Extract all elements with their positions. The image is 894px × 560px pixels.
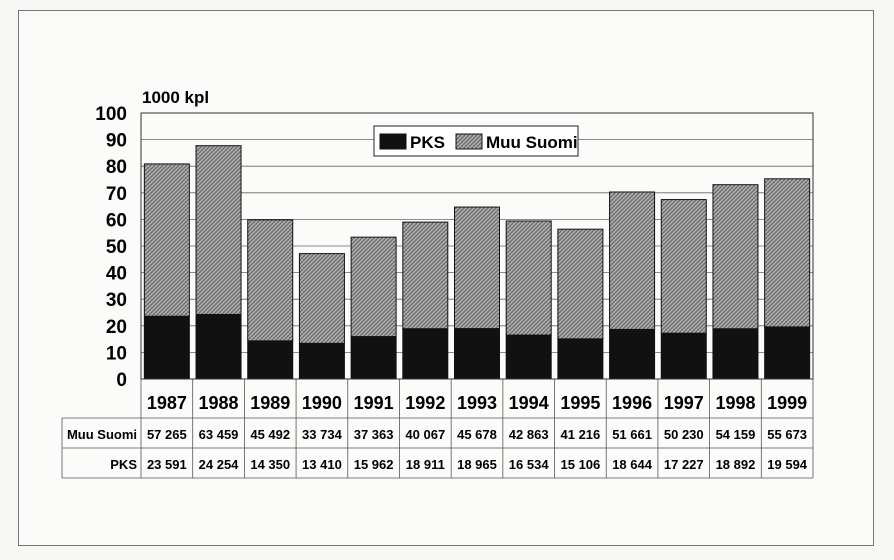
bar-muu-suomi-1988 bbox=[195, 145, 242, 315]
table-cell: 63 459 bbox=[199, 427, 239, 442]
table-row-header: Muu Suomi bbox=[67, 427, 137, 442]
legend-swatch-pks bbox=[379, 133, 407, 150]
x-category-label: 1994 bbox=[509, 393, 549, 413]
table-cell: 24 254 bbox=[199, 457, 240, 472]
legend-swatch-muu-suomi bbox=[455, 133, 483, 150]
bar-muu-suomi-1999 bbox=[764, 178, 811, 328]
bar-muu-suomi-1993 bbox=[454, 206, 500, 330]
table-cell: 15 106 bbox=[561, 457, 601, 472]
bar-muu-suomi-1990 bbox=[298, 253, 345, 344]
table-cell: 37 363 bbox=[354, 427, 394, 442]
table-cell: 15 962 bbox=[354, 457, 394, 472]
table-cell: 55 673 bbox=[767, 427, 807, 442]
legend-label-pks: PKS bbox=[410, 133, 445, 152]
x-category-label: 1993 bbox=[457, 393, 497, 413]
x-category-label: 1998 bbox=[715, 393, 755, 413]
table-cell: 16 534 bbox=[509, 457, 550, 472]
x-category-label: 1990 bbox=[302, 393, 342, 413]
bar-pks-1992 bbox=[402, 328, 449, 380]
y-tick-label: 50 bbox=[106, 237, 127, 258]
bar-pks-1999 bbox=[764, 326, 811, 380]
bar-pks-1991 bbox=[350, 336, 397, 380]
table-cell: 13 410 bbox=[302, 457, 342, 472]
y-tick-label: 30 bbox=[106, 290, 127, 311]
table-cell: 23 591 bbox=[147, 457, 187, 472]
table-cell: 45 492 bbox=[250, 427, 290, 442]
bar-pks-1987 bbox=[143, 315, 190, 380]
table-cell: 57 265 bbox=[147, 427, 187, 442]
y-tick-label: 20 bbox=[106, 317, 127, 338]
bar-pks-1995 bbox=[557, 338, 604, 380]
table-cell: 19 594 bbox=[767, 457, 808, 472]
x-category-label: 1992 bbox=[405, 393, 445, 413]
bar-pks-1994 bbox=[505, 334, 552, 380]
bar-pks-1988 bbox=[195, 313, 242, 380]
x-category-label: 1991 bbox=[354, 393, 394, 413]
y-tick-label: 60 bbox=[106, 210, 127, 231]
table-cell: 33 734 bbox=[302, 427, 343, 442]
y-tick-label: 40 bbox=[106, 264, 127, 285]
bar-muu-suomi-1989 bbox=[247, 219, 294, 342]
bar-muu-suomi-1996 bbox=[609, 191, 656, 330]
x-category-label: 1999 bbox=[767, 393, 807, 413]
y-tick-label: 90 bbox=[106, 131, 127, 152]
bar-muu-suomi-1995 bbox=[557, 228, 604, 340]
bar-pks-1993 bbox=[454, 328, 500, 380]
bar-muu-suomi-1991 bbox=[350, 236, 397, 338]
table-cell: 42 863 bbox=[509, 427, 549, 442]
table-cell: 17 227 bbox=[664, 457, 704, 472]
bar-pks-1996 bbox=[609, 328, 656, 380]
x-category-label: 1995 bbox=[560, 393, 600, 413]
table-cell: 50 230 bbox=[664, 427, 704, 442]
bar-pks-1997 bbox=[660, 332, 707, 380]
table-cell: 54 159 bbox=[716, 427, 756, 442]
table-row-header: PKS bbox=[110, 457, 137, 472]
bar-muu-suomi-1987 bbox=[143, 163, 190, 317]
y-unit-label: 1000 kpl bbox=[142, 88, 209, 107]
bar-muu-suomi-1992 bbox=[402, 221, 449, 330]
table-cell: 18 644 bbox=[612, 457, 653, 472]
bar-pks-1990 bbox=[298, 342, 345, 380]
legend-label-muu-suomi: Muu Suomi bbox=[486, 133, 578, 152]
x-category-label: 1988 bbox=[199, 393, 239, 413]
table-cell: 14 350 bbox=[250, 457, 290, 472]
bar-muu-suomi-1997 bbox=[660, 199, 707, 334]
x-category-label: 1996 bbox=[612, 393, 652, 413]
table-cell: 18 911 bbox=[406, 457, 445, 472]
bar-pks-1998 bbox=[712, 328, 759, 380]
x-category-label: 1989 bbox=[250, 393, 290, 413]
bar-muu-suomi-1994 bbox=[505, 220, 552, 336]
y-tick-label: 10 bbox=[106, 343, 127, 364]
plot-border bbox=[140, 112, 814, 380]
table-cell: 51 661 bbox=[612, 427, 652, 442]
bar-pks-1989 bbox=[247, 340, 294, 380]
y-tick-label: 100 bbox=[95, 104, 127, 125]
y-tick-label: 70 bbox=[106, 184, 127, 205]
table-cell: 18 965 bbox=[457, 457, 497, 472]
table-cell: 41 216 bbox=[561, 427, 601, 442]
table-cell: 40 067 bbox=[405, 427, 445, 442]
table-cell: 18 892 bbox=[716, 457, 756, 472]
bar-muu-suomi-1998 bbox=[712, 184, 759, 330]
x-category-label: 1997 bbox=[664, 393, 704, 413]
x-category-label: 1987 bbox=[147, 393, 187, 413]
y-tick-label: 0 bbox=[116, 370, 127, 391]
table-cell: 45 678 bbox=[457, 427, 497, 442]
y-tick-label: 80 bbox=[106, 157, 127, 178]
